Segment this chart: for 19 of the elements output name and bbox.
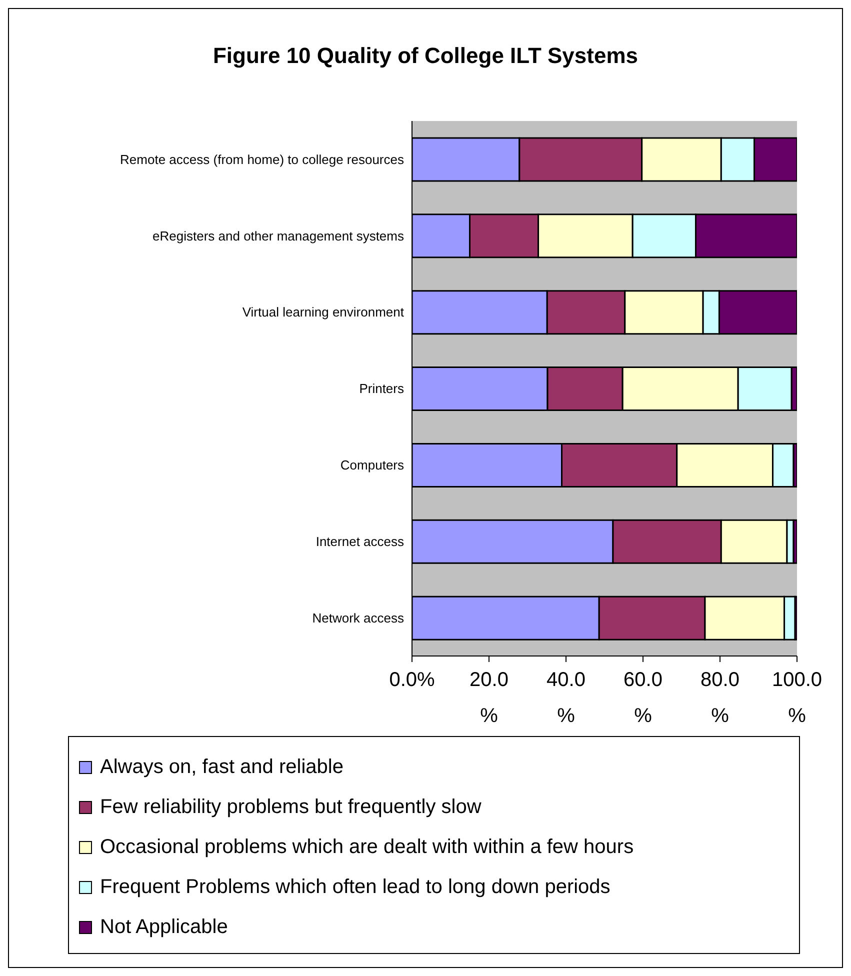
x-tick-label: 60.0% [624, 669, 662, 727]
legend-label: Frequent Problems which often lead to long down periods [100, 876, 610, 898]
x-tick-label: 0.0% [389, 669, 436, 691]
y-tick-label: Printers [359, 381, 404, 396]
x-tick-label: 40.0% [546, 669, 586, 727]
legend-label: Few reliability problems but frequently slow [100, 796, 482, 818]
y-tick-label: Remote access (from home) to college resources [120, 152, 404, 167]
x-tick-label: 100.0% [772, 669, 822, 727]
y-tick-label: Internet access [316, 534, 404, 549]
y-tick-label: Computers [340, 458, 404, 473]
chart-title: Figure 10 Quality of College ILT Systems [212, 43, 640, 69]
y-tick-label: eRegisters and other management systems [152, 228, 404, 244]
x-tick-label: 20.0% [470, 669, 508, 727]
y-tick-label: Network access [312, 610, 404, 626]
legend-label: Always on, fast and reliable [100, 756, 344, 778]
legend-label: Not Applicable [100, 916, 228, 938]
legend-label: Occasional problems which are dealt with within a few hours [100, 836, 634, 858]
y-tick-label: Virtual learning environment [242, 304, 404, 320]
x-tick-label: 80.0% [700, 669, 740, 727]
